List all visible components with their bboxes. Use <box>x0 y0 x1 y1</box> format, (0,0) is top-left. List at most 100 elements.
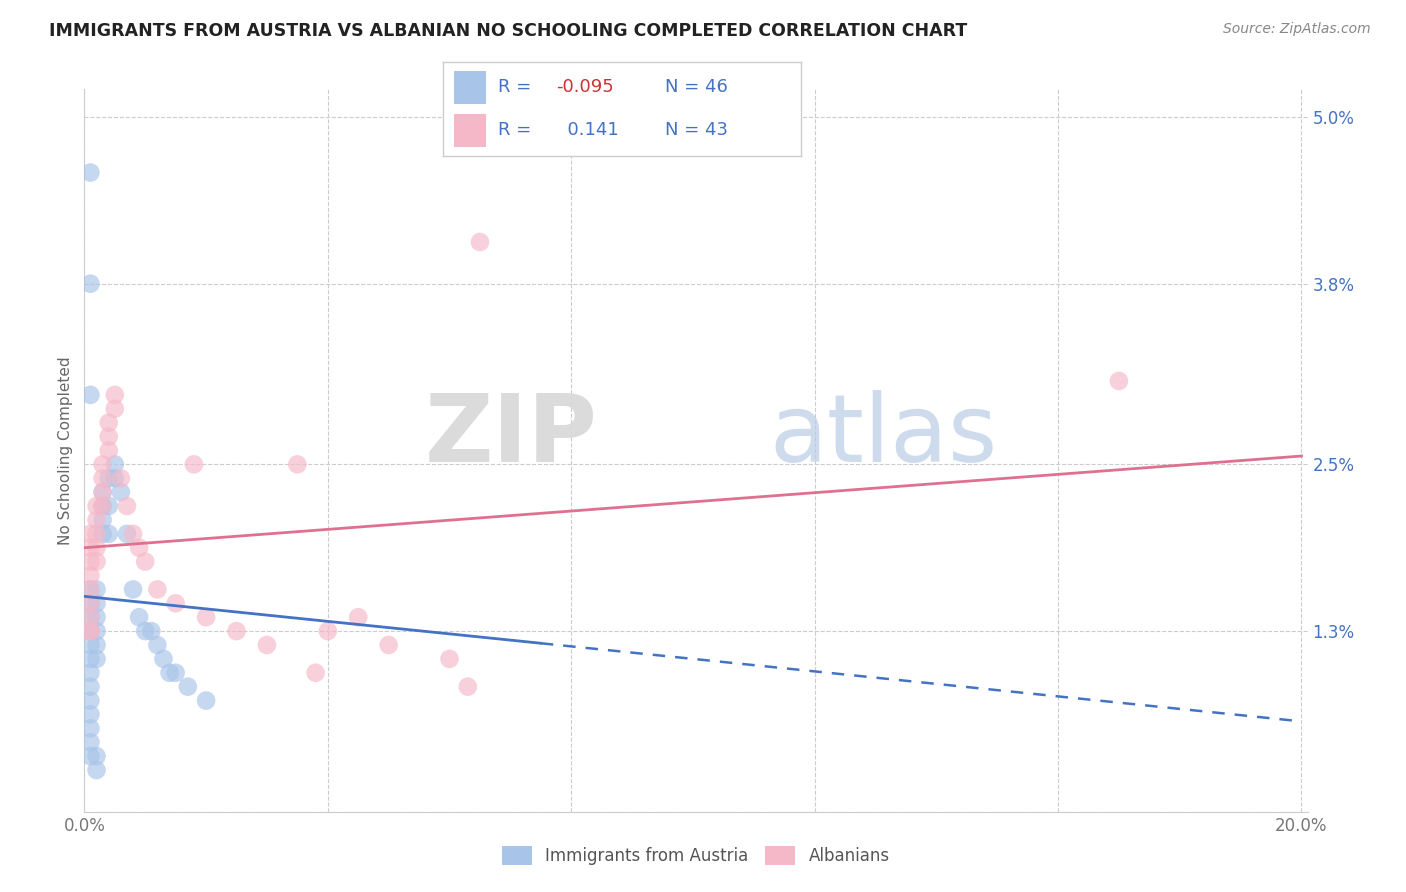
Point <box>97 471 120 485</box>
Point <box>104 458 127 472</box>
Point <box>79 568 101 582</box>
Legend: Immigrants from Austria, Albanians: Immigrants from Austria, Albanians <box>495 839 897 872</box>
Point <box>104 401 127 416</box>
Point <box>115 499 138 513</box>
Point <box>128 610 150 624</box>
Point <box>86 541 108 555</box>
Point <box>86 513 108 527</box>
Point <box>134 624 156 639</box>
Point <box>79 722 101 736</box>
Point <box>86 582 108 597</box>
Point <box>468 235 491 249</box>
Point <box>79 541 101 555</box>
Point <box>177 680 200 694</box>
Point <box>134 555 156 569</box>
Point <box>79 624 101 639</box>
Text: ZIP: ZIP <box>425 390 598 482</box>
Point <box>79 596 101 610</box>
Point <box>122 526 145 541</box>
Bar <box>454 70 486 103</box>
Point <box>79 555 101 569</box>
Point <box>79 610 101 624</box>
Point <box>91 499 114 513</box>
Point <box>159 665 181 680</box>
Y-axis label: No Schooling Completed: No Schooling Completed <box>58 356 73 545</box>
Point <box>152 652 174 666</box>
Point <box>256 638 278 652</box>
Point <box>79 707 101 722</box>
Text: Source: ZipAtlas.com: Source: ZipAtlas.com <box>1223 22 1371 37</box>
Bar <box>454 114 486 147</box>
Point <box>128 541 150 555</box>
Point <box>79 652 101 666</box>
Point <box>86 652 108 666</box>
Point <box>285 458 308 472</box>
Point <box>79 610 101 624</box>
Point <box>1108 374 1130 388</box>
Point <box>97 526 120 541</box>
Point <box>79 165 101 179</box>
Point <box>115 526 138 541</box>
Point <box>457 680 479 694</box>
Point <box>79 582 101 597</box>
Point <box>79 638 101 652</box>
Point <box>91 485 114 500</box>
Point <box>91 458 114 472</box>
Point <box>97 499 120 513</box>
Point <box>225 624 247 639</box>
Point <box>110 471 132 485</box>
Point <box>86 763 108 777</box>
Point <box>79 680 101 694</box>
Point <box>146 638 169 652</box>
Point <box>86 499 108 513</box>
Point <box>79 277 101 291</box>
Text: IMMIGRANTS FROM AUSTRIA VS ALBANIAN NO SCHOOLING COMPLETED CORRELATION CHART: IMMIGRANTS FROM AUSTRIA VS ALBANIAN NO S… <box>49 22 967 40</box>
Point <box>91 471 114 485</box>
Point <box>316 624 339 639</box>
Point <box>86 610 108 624</box>
Point <box>91 526 114 541</box>
Point <box>86 749 108 764</box>
Point <box>97 443 120 458</box>
Point <box>347 610 370 624</box>
Point <box>79 735 101 749</box>
Point <box>195 610 218 624</box>
Point <box>104 471 127 485</box>
Text: R =: R = <box>499 121 537 139</box>
Point <box>439 652 461 666</box>
Point <box>79 624 101 639</box>
Text: N = 46: N = 46 <box>665 78 728 96</box>
Point <box>86 638 108 652</box>
Point <box>141 624 163 639</box>
Text: atlas: atlas <box>769 390 998 482</box>
Point <box>91 499 114 513</box>
Point <box>97 416 120 430</box>
Point <box>79 749 101 764</box>
Point <box>86 526 108 541</box>
Text: -0.095: -0.095 <box>555 78 613 96</box>
Point <box>304 665 326 680</box>
Point <box>195 693 218 707</box>
Point <box>377 638 399 652</box>
Point <box>110 485 132 500</box>
Point <box>165 665 187 680</box>
Point <box>183 458 205 472</box>
Point <box>165 596 187 610</box>
Point <box>79 624 101 639</box>
Point <box>122 582 145 597</box>
Point <box>79 693 101 707</box>
Point <box>79 596 101 610</box>
Text: 0.141: 0.141 <box>555 121 619 139</box>
Point <box>104 388 127 402</box>
Point <box>79 582 101 597</box>
Point <box>91 513 114 527</box>
Text: R =: R = <box>499 78 537 96</box>
Point <box>97 429 120 443</box>
Point <box>79 388 101 402</box>
Point <box>79 665 101 680</box>
Point <box>86 596 108 610</box>
Point <box>86 555 108 569</box>
Point <box>79 526 101 541</box>
Point <box>91 485 114 500</box>
Text: N = 43: N = 43 <box>665 121 728 139</box>
